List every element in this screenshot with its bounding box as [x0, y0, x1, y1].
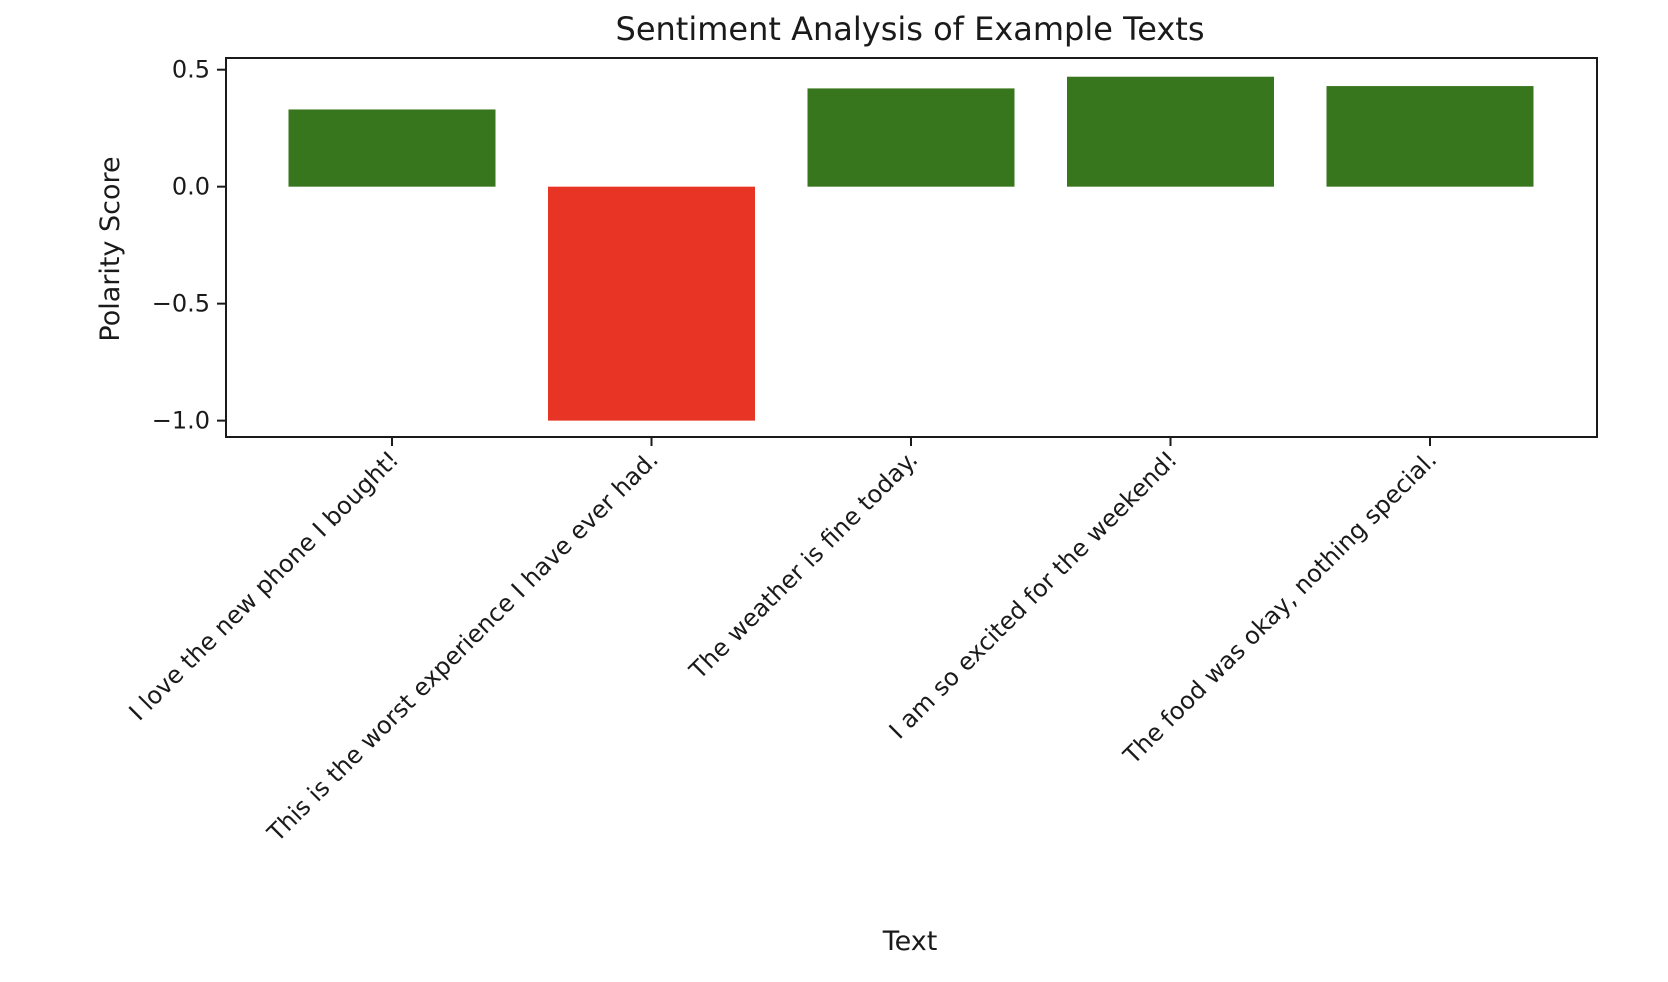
bar-3	[807, 88, 1015, 187]
y-ticks-group: 0.5 0.0 −0.5 −1.0	[152, 56, 226, 435]
x-axis-label: Text	[882, 926, 938, 957]
bar-4	[1067, 76, 1274, 187]
y-tick-label: 0.5	[172, 56, 210, 84]
y-tick-label: −0.5	[152, 290, 210, 318]
bar-5	[1326, 86, 1534, 187]
chart-title: Sentiment Analysis of Example Texts	[616, 10, 1205, 48]
y-tick-label: 0.0	[172, 173, 210, 201]
x-tick-label: I love the new phone I bought!	[124, 445, 405, 726]
bar-2	[548, 186, 755, 421]
x-tick-label: The food was okay, nothing special.	[1117, 445, 1442, 770]
bar-1	[288, 109, 496, 187]
x-tick-label: I am so excited for the weekend!	[884, 445, 1183, 744]
plot-area-frame	[225, 57, 1598, 438]
x-tick-label: The weather is fine today.	[683, 445, 923, 685]
y-axis-label: Polarity Score	[95, 156, 126, 341]
y-tick-label: −1.0	[152, 407, 210, 435]
x-ticks-group: I love the new phone I bought!This is th…	[124, 437, 1442, 848]
x-tick-label: This is the worst experience I have ever…	[261, 445, 663, 847]
bars-group	[288, 76, 1534, 421]
